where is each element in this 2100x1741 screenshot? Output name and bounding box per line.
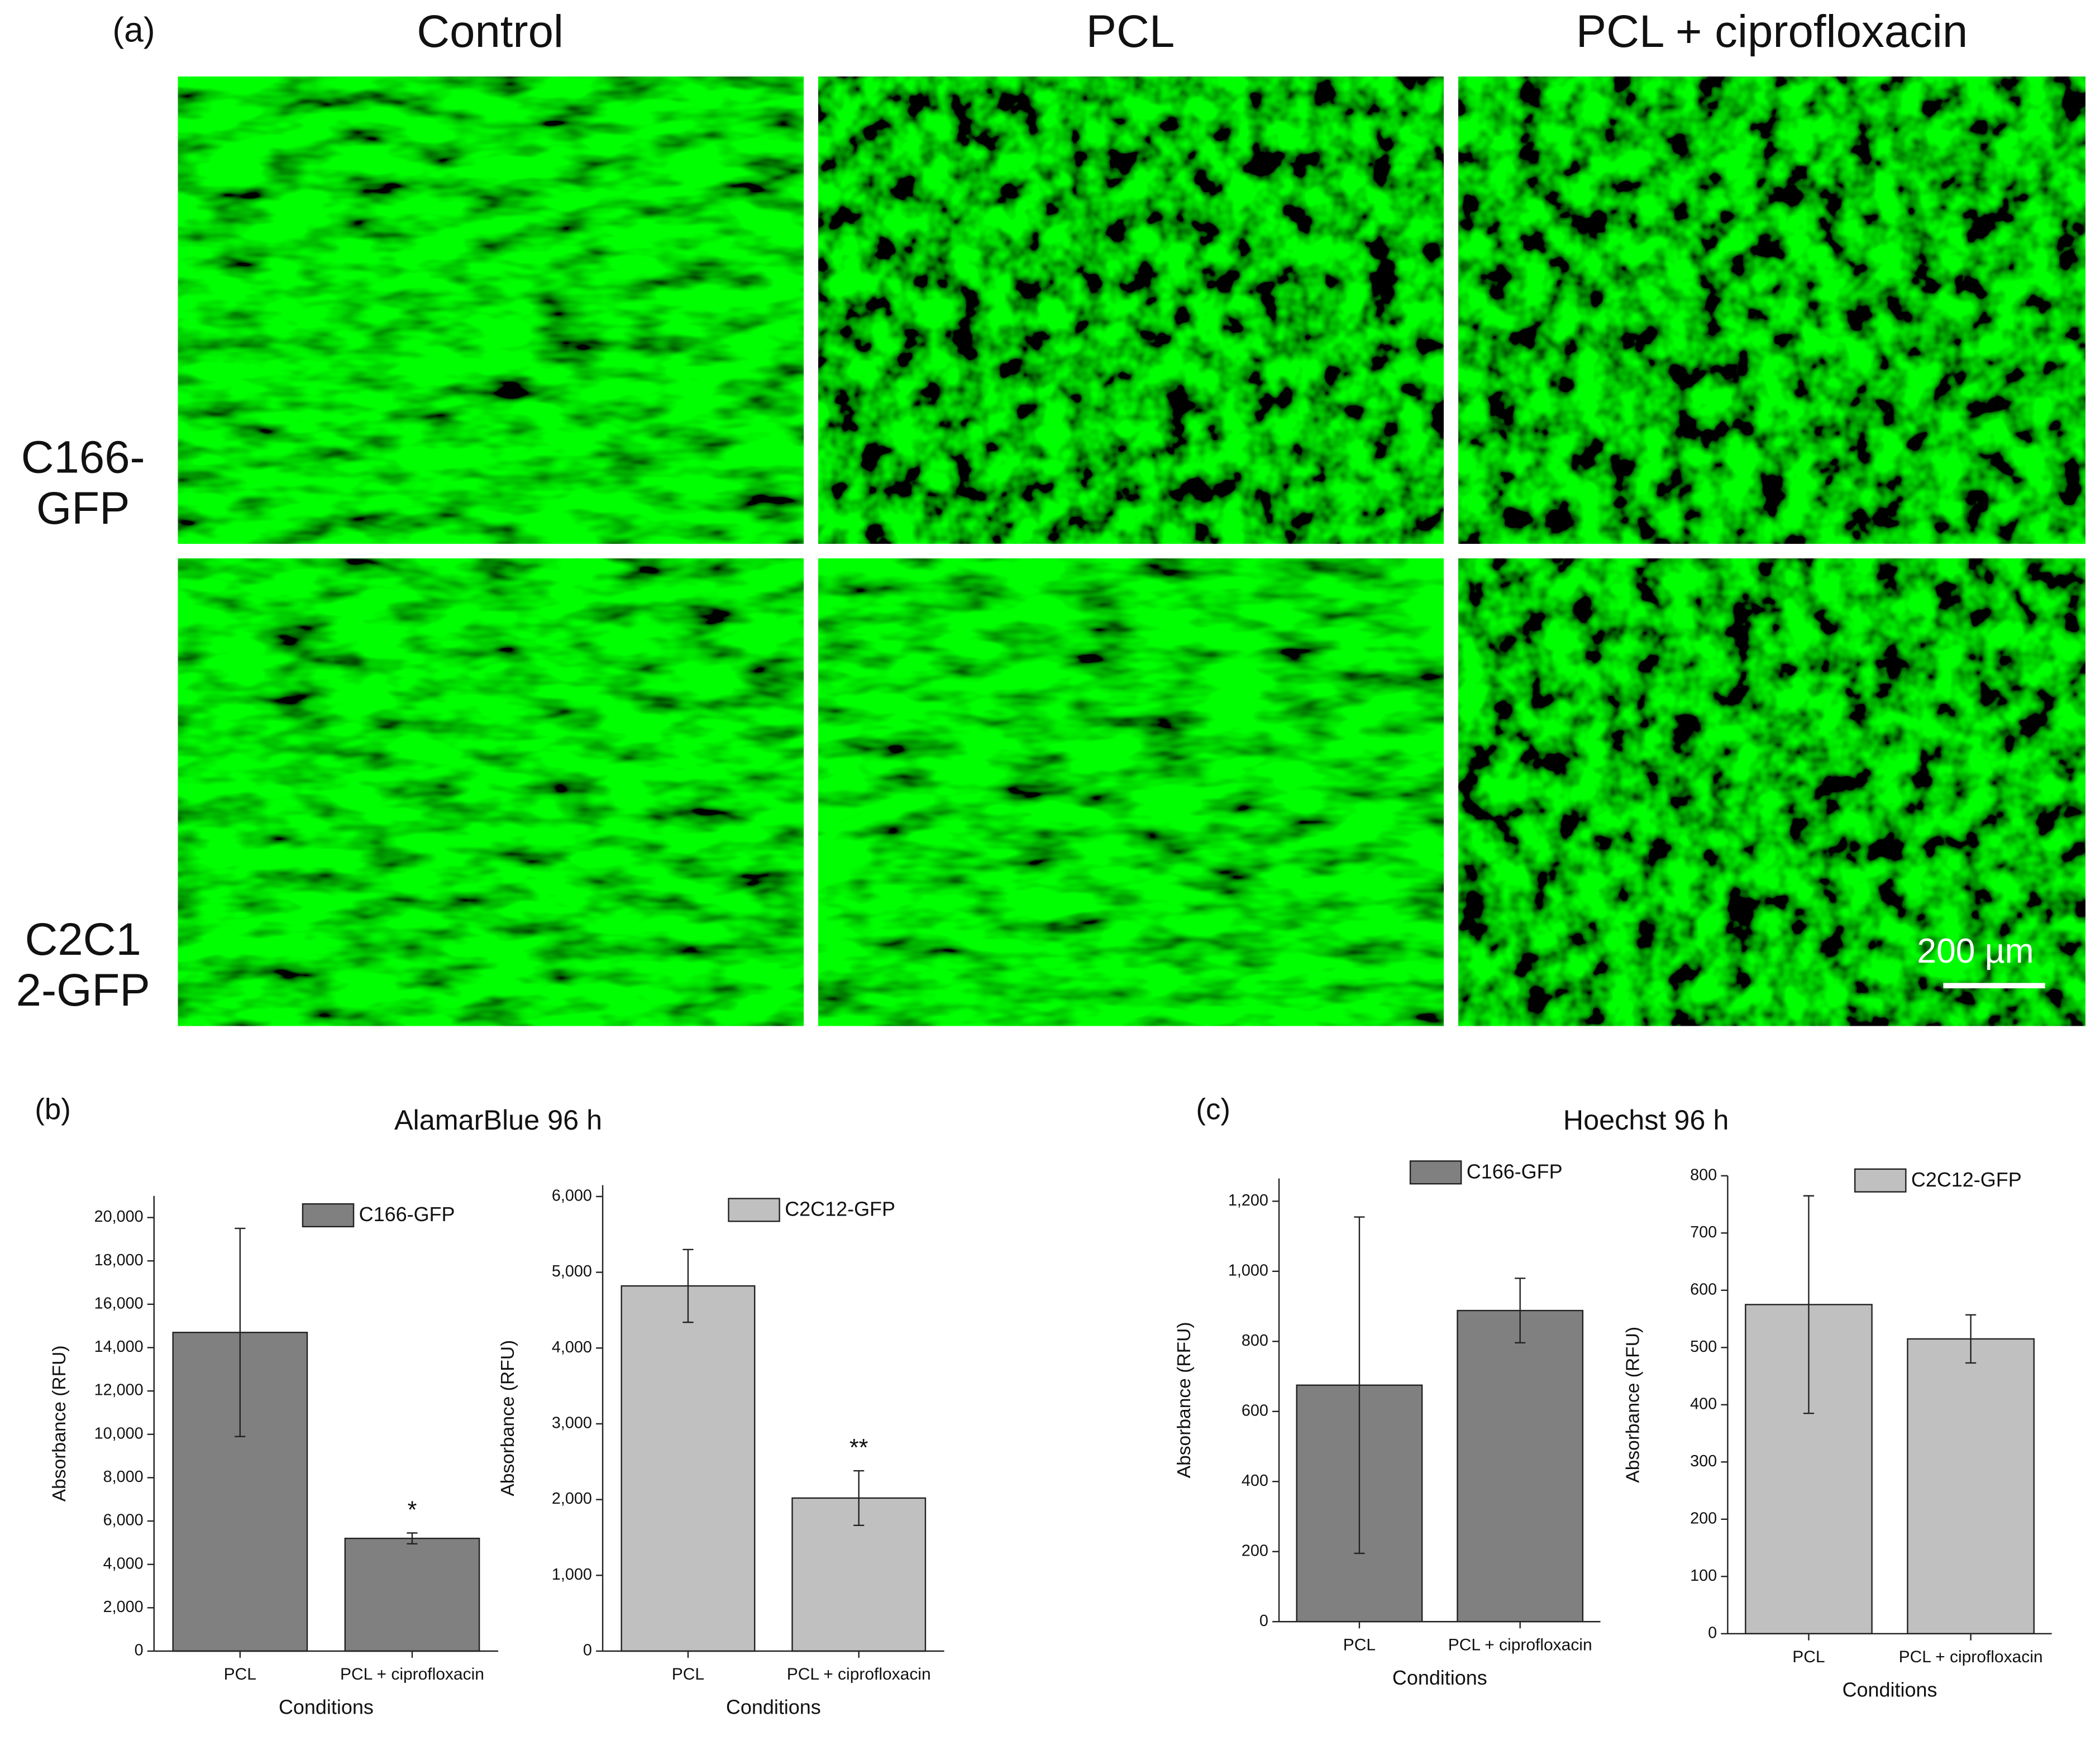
y-tick-label: 2,000 xyxy=(103,1598,144,1616)
bar xyxy=(344,1537,480,1652)
x-tick-label: PCL xyxy=(1792,1648,1825,1666)
legend-label: C166-GFP xyxy=(1467,1160,1563,1183)
x-axis-label: Conditions xyxy=(726,1696,821,1719)
x-tick-label: PCL + ciprofloxacin xyxy=(1448,1635,1592,1654)
y-tick-label: 5,000 xyxy=(552,1262,592,1280)
y-tick-label: 10,000 xyxy=(94,1424,144,1442)
y-tick-label: 18,000 xyxy=(94,1251,144,1269)
x-axis-label: Conditions xyxy=(279,1696,374,1719)
legend-swatch xyxy=(302,1203,355,1228)
micrograph xyxy=(1458,76,2085,544)
x-tick-label: PCL + ciprofloxacin xyxy=(1899,1648,2043,1666)
y-tick-label: 500 xyxy=(1690,1338,1717,1356)
micrograph xyxy=(818,558,1444,1026)
x-axis-label: Conditions xyxy=(1392,1666,1487,1689)
y-tick-label: 200 xyxy=(1242,1542,1268,1560)
y-tick-label: 400 xyxy=(1690,1395,1717,1413)
y-tick-label: 100 xyxy=(1690,1567,1717,1585)
legend-swatch xyxy=(1854,1168,1907,1193)
bar xyxy=(1907,1338,2035,1635)
micrograph xyxy=(818,76,1444,544)
y-tick-label: 16,000 xyxy=(94,1294,144,1312)
y-tick-label: 200 xyxy=(1690,1509,1717,1527)
legend-swatch xyxy=(728,1198,780,1222)
y-tick-label: 12,000 xyxy=(94,1381,144,1399)
scale-bar-label: 200 µm xyxy=(1917,932,2034,970)
bar xyxy=(621,1285,756,1652)
panel-label: (a) xyxy=(112,11,155,49)
y-axis-label: Absorbance (RFU) xyxy=(1622,1327,1643,1483)
column-heading: Control xyxy=(417,6,564,57)
row-label: GFP xyxy=(36,483,130,534)
chart: 0 100 200 300 400 500 600 700 800 PCL PCL + ciprof… xyxy=(1622,1166,2052,1701)
y-tick-label: 0 xyxy=(1259,1612,1268,1630)
column-heading: PCL + ciprofloxacin xyxy=(1576,6,1968,57)
y-tick-label: 1,000 xyxy=(1228,1261,1268,1279)
panel-label: (b) xyxy=(35,1093,70,1126)
legend-label: C2C12-GFP xyxy=(1911,1168,2022,1191)
y-axis-label: Absorbance (RFU) xyxy=(498,1340,518,1496)
y-tick-label: 0 xyxy=(583,1642,592,1659)
y-tick-label: 6,000 xyxy=(552,1187,592,1204)
chart-title: AlamarBlue 96 h xyxy=(394,1104,602,1136)
x-tick-label: PCL xyxy=(224,1665,256,1683)
micrograph xyxy=(178,76,804,544)
x-tick-label: PCL + ciprofloxacin xyxy=(787,1665,931,1683)
chart-title: Hoechst 96 h xyxy=(1563,1104,1729,1136)
y-tick-label: 800 xyxy=(1690,1166,1717,1184)
y-tick-label: 3,000 xyxy=(552,1414,592,1432)
y-tick-label: 4,000 xyxy=(552,1338,592,1356)
row-label: C2C1 xyxy=(25,914,141,965)
legend-label: C2C12-GFP xyxy=(785,1198,895,1221)
x-tick-label: PCL + ciprofloxacin xyxy=(340,1665,484,1683)
y-tick-label: 300 xyxy=(1690,1452,1717,1470)
significance: * xyxy=(408,1496,417,1523)
x-tick-label: PCL xyxy=(1343,1635,1376,1654)
panel-label: (c) xyxy=(1196,1093,1230,1126)
y-tick-label: 4,000 xyxy=(103,1555,144,1572)
y-tick-label: 1,000 xyxy=(552,1566,592,1584)
significance: ** xyxy=(849,1434,868,1461)
x-tick-label: PCL xyxy=(672,1665,704,1683)
micrograph xyxy=(1458,558,2085,1026)
micrographs xyxy=(178,76,2085,1026)
chart: (b) AlamarBlue 96 h 0 2,000 4,000 6,000 8,000 1… xyxy=(35,1093,602,1719)
y-tick-label: 8,000 xyxy=(103,1468,144,1486)
y-tick-label: 800 xyxy=(1242,1332,1268,1350)
y-tick-label: 14,000 xyxy=(94,1338,144,1356)
micrograph xyxy=(178,558,804,1026)
y-tick-label: 20,000 xyxy=(94,1208,144,1226)
y-tick-label: 1,200 xyxy=(1228,1192,1268,1209)
chart: 0 1,000 2,000 3,000 4,000 5,000 6,000 PCL PCL + … xyxy=(498,1185,944,1719)
row-label: C166- xyxy=(21,432,145,483)
y-tick-label: 700 xyxy=(1690,1223,1717,1241)
y-tick-label: 0 xyxy=(135,1642,144,1659)
y-tick-label: 400 xyxy=(1242,1472,1268,1490)
row-label: 2-GFP xyxy=(16,965,150,1016)
legend-label: C166-GFP xyxy=(359,1203,455,1226)
y-axis-label: Absorbance (RFU) xyxy=(1174,1322,1195,1479)
x-axis-label: Conditions xyxy=(1843,1678,1937,1701)
y-tick-label: 0 xyxy=(1708,1624,1717,1642)
y-tick-label: 600 xyxy=(1242,1402,1268,1419)
y-tick-label: 2,000 xyxy=(552,1490,592,1508)
bar xyxy=(1457,1309,1584,1623)
y-axis-label: Absorbance (RFU) xyxy=(49,1345,70,1501)
column-heading: PCL xyxy=(1086,6,1175,57)
y-tick-label: 6,000 xyxy=(103,1512,144,1529)
legend-swatch xyxy=(1409,1160,1462,1185)
chart: (c) Hoechst 96 h 0 200 400 600 800 1,000 1,200 PC… xyxy=(1174,1093,1729,1689)
y-tick-label: 600 xyxy=(1690,1280,1717,1298)
